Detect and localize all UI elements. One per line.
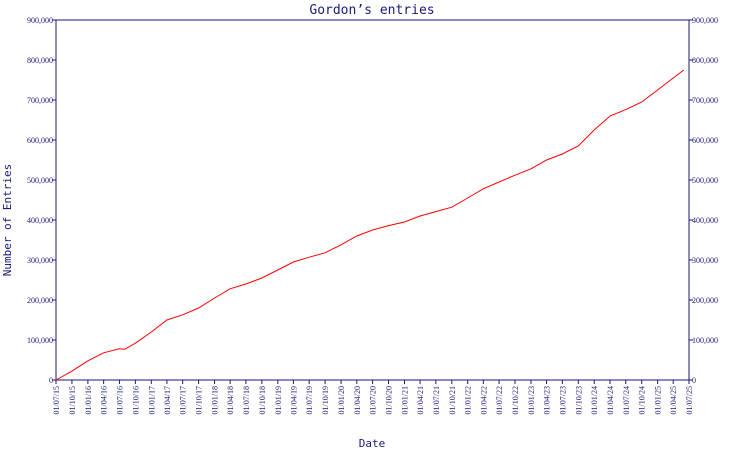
- plot-frame: [55, 19, 690, 381]
- x-tick-label: 01/07/18: [242, 386, 251, 414]
- x-tick-label: 01/01/21: [400, 386, 409, 414]
- x-tick-label: 01/10/24: [638, 386, 647, 414]
- x-tick-label: 01/04/21: [416, 386, 425, 414]
- x-tick-label: 01/07/22: [495, 386, 504, 414]
- x-tick-label: 01/04/18: [226, 386, 235, 414]
- y-tick-label-right: 700,000: [692, 96, 718, 105]
- x-tick-label: 01/10/15: [68, 386, 77, 414]
- y-tick-label-left: 800,000: [27, 56, 53, 65]
- x-tick-label: 01/04/22: [479, 386, 488, 414]
- x-tick-label: 01/07/24: [622, 386, 631, 414]
- series-line: [55, 69, 685, 381]
- x-tick-label: 01/01/19: [274, 386, 283, 414]
- x-ticks: 01/07/15 01/10/15 01/01/16 01/04/16 01/07/16…: [52, 380, 694, 414]
- x-tick-label: 01/01/24: [590, 386, 599, 414]
- y-tick-label-left: 600,000: [27, 136, 53, 145]
- x-tick-label: 01/10/21: [448, 386, 457, 414]
- x-tick-label: 01/04/19: [289, 386, 298, 414]
- x-tick-label: 01/04/25: [669, 386, 678, 414]
- y-tick-label-right: 0: [692, 376, 696, 385]
- y-ticks-right: 0 100,000 200,000 300,000 400,000 500,000 600,…: [689, 16, 718, 385]
- x-tick-label: 01/04/16: [100, 386, 109, 414]
- x-tick-label: 01/07/21: [432, 386, 441, 414]
- x-tick-label: 01/07/25: [685, 386, 694, 414]
- x-tick-label: 01/10/19: [321, 386, 330, 414]
- x-tick-label: 01/07/17: [179, 386, 188, 414]
- x-tick-label: 01/04/23: [543, 386, 552, 414]
- y-tick-label-right: 500,000: [692, 176, 718, 185]
- y-tick-label-right: 400,000: [692, 216, 718, 225]
- y-tick-label-left: 700,000: [27, 96, 53, 105]
- x-tick-label: 01/07/23: [558, 386, 567, 414]
- x-tick-label: 01/04/17: [163, 386, 172, 414]
- x-tick-label: 01/10/23: [574, 386, 583, 414]
- y-tick-label-left: 500,000: [27, 176, 53, 185]
- x-tick-label: 01/07/15: [52, 386, 61, 414]
- x-tick-label: 01/10/16: [131, 386, 140, 414]
- y-axis-label: Number of Entries: [1, 164, 14, 277]
- y-tick-label-right: 200,000: [692, 296, 718, 305]
- y-ticks-left: 0 100,000 200,000 300,000 400,000 500,000 600,…: [27, 16, 56, 385]
- x-tick-label: 01/01/16: [84, 386, 93, 414]
- x-tick-label: 01/01/18: [211, 386, 220, 414]
- x-tick-label: 01/10/22: [511, 386, 520, 414]
- x-tick-label: 01/10/17: [195, 386, 204, 414]
- y-tick-label-right: 300,000: [692, 256, 718, 265]
- series-layer: [55, 69, 685, 381]
- x-tick-label: 01/07/16: [115, 386, 124, 414]
- x-tick-label: 01/04/24: [606, 386, 615, 414]
- y-tick-label-right: 800,000: [692, 56, 718, 65]
- y-tick-label-right: 900,000: [692, 16, 718, 25]
- y-tick-label-left: 400,000: [27, 216, 53, 225]
- x-tick-label: 01/07/19: [305, 386, 314, 414]
- x-tick-label: 01/04/20: [353, 386, 362, 414]
- x-axis-label: Date: [359, 437, 386, 450]
- x-tick-label: 01/01/22: [464, 386, 473, 414]
- y-tick-label-right: 100,000: [692, 336, 718, 345]
- x-tick-label: 01/01/17: [147, 386, 156, 414]
- x-tick-label: 01/01/20: [337, 386, 346, 414]
- x-tick-label: 01/01/25: [654, 386, 663, 414]
- y-tick-label-left: 300,000: [27, 256, 53, 265]
- y-tick-label-left: 900,000: [27, 16, 53, 25]
- y-tick-label-left: 200,000: [27, 296, 53, 305]
- x-tick-label: 01/01/23: [527, 386, 536, 414]
- x-tick-label: 01/07/20: [369, 386, 378, 414]
- chart-title: Gordon’s entries: [309, 3, 434, 18]
- x-tick-label: 01/10/18: [258, 386, 267, 414]
- y-tick-label-right: 600,000: [692, 136, 718, 145]
- y-tick-label-left: 100,000: [27, 336, 53, 345]
- x-tick-label: 01/10/20: [385, 386, 394, 414]
- y-tick-label-left: 0: [49, 376, 53, 385]
